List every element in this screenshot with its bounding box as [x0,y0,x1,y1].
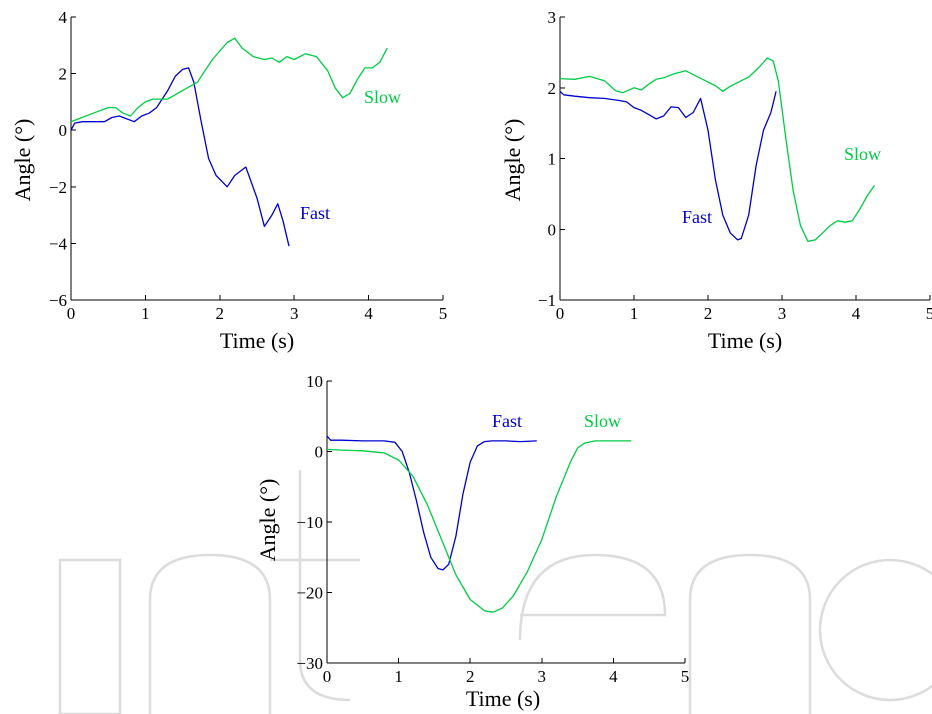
watermark-stroke [58,558,122,714]
y-tick-label: −4 [49,234,68,253]
chart-series [326,435,632,613]
watermark-stroke [688,553,812,714]
x-tick-label: 1 [141,304,150,323]
fast-series-label: Fast [682,207,712,227]
watermark-stroke [518,553,667,641]
x-axis-label: Time (s) [466,686,540,711]
x-tick-label: 0 [67,304,76,323]
y-axis-label: Angle (°) [255,479,280,562]
fast-series-line [559,90,777,241]
x-tick-label: 1 [630,304,639,323]
chart-bottom: 0 1 2 3 4 5 −30 −20 −10 0 10 Time (s) Angle (°) Fa… [255,372,689,711]
y-tick-label: 0 [548,220,557,239]
y-tick-label: −10 [296,513,323,532]
x-axis-label: Time (s) [220,328,294,353]
fast-series-line [70,67,290,247]
x-axis-label: Time (s) [708,328,782,353]
x-tick-label: 3 [290,304,299,323]
x-tick-label: 2 [704,304,713,323]
y-axis-label: Angle (°) [10,119,35,202]
slow-series-line [559,57,876,242]
y-tick-label: −6 [49,291,67,310]
y-tick-label: 2 [548,79,557,98]
x-tick-label: 1 [394,667,403,686]
chart-ticks: 0 1 2 3 4 5 −30 −20 −10 0 10 [296,372,689,686]
y-tick-label: 3 [548,8,557,27]
y-tick-label: 0 [59,121,68,140]
fast-series-label: Fast [492,411,522,431]
x-tick-label: 0 [323,667,332,686]
x-tick-label: 5 [681,667,690,686]
y-tick-label: −30 [296,654,323,673]
x-tick-label: 4 [852,304,861,323]
chart-series [70,37,388,247]
chart-ticks: 0 1 2 3 4 5 −6 −4 −2 0 2 4 [49,8,447,323]
chart-series [559,57,876,242]
x-tick-label: 2 [466,667,475,686]
slow-series-line [70,37,388,123]
y-tick-label: −2 [49,178,67,197]
x-tick-label: 5 [926,304,932,323]
y-tick-label: 4 [59,8,68,27]
x-tick-label: 2 [216,304,225,323]
slow-series-label: Slow [364,87,401,107]
y-tick-label: −1 [538,291,556,310]
slow-series-label: Slow [584,411,621,431]
y-tick-label: 1 [548,150,557,169]
y-tick-label: 2 [59,65,68,84]
y-tick-label: 10 [306,372,323,391]
x-tick-label: 3 [778,304,787,323]
x-tick-label: 5 [439,304,448,323]
chart-axes [70,17,443,301]
x-tick-label: 3 [538,667,547,686]
x-tick-label: 4 [609,667,618,686]
slow-series-label: Slow [844,144,881,164]
slow-series-line [326,440,632,613]
y-axis-label: Angle (°) [500,119,525,202]
fast-series-line [326,435,537,571]
watermark-stroke [270,470,360,702]
x-tick-label: 4 [364,304,373,323]
fast-series-label: Fast [300,203,330,223]
x-tick-label: 0 [556,304,565,323]
watermark-logo [58,470,932,714]
y-tick-label: −20 [296,584,323,603]
y-tick-label: 0 [315,443,324,462]
watermark-stroke [818,558,932,702]
watermark-stroke [148,553,272,714]
